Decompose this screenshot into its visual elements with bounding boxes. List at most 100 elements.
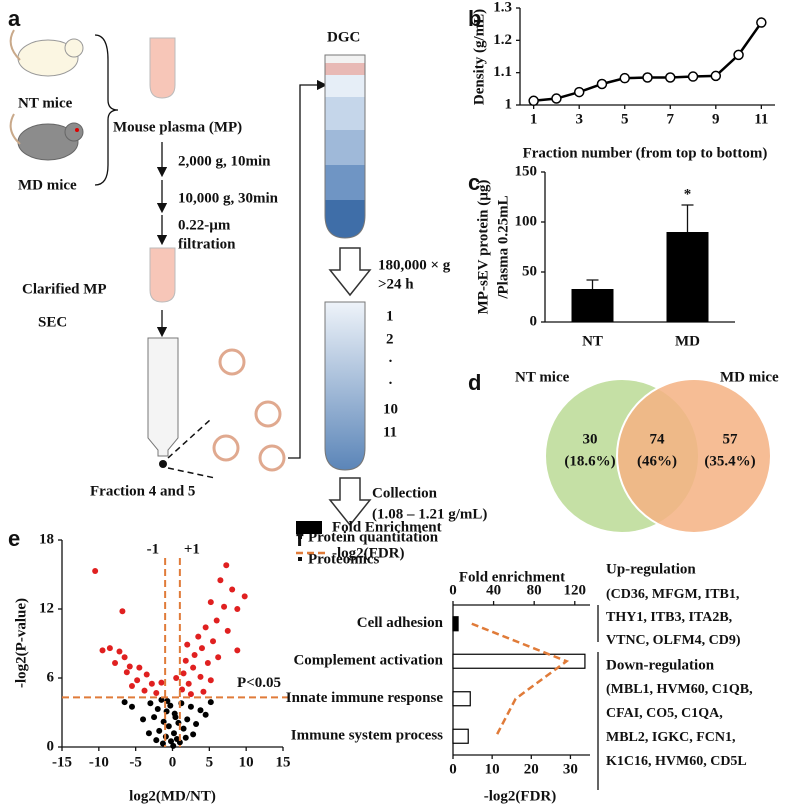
y-tick-label: 150 [515,163,538,179]
y-tick-label: 1.3 [493,0,512,15]
data-point [642,72,653,83]
data-point [106,645,113,652]
step-label: >24 h [378,276,414,292]
bar [452,691,471,707]
data-point [99,647,106,654]
data-point [128,703,135,710]
data-point [733,49,744,61]
data-point [184,716,191,723]
data-point [184,641,191,648]
data-point [158,679,165,686]
x-tick-label: 5 [621,111,629,127]
data-point [200,688,207,695]
threshold-label: P<0.05 [237,675,281,691]
data-point [158,696,165,703]
data-point [665,72,676,83]
data-point [154,706,161,713]
note-title: Down-regulation [606,657,715,673]
step-label: 180,000 × g [378,257,451,273]
hollow-arrow [328,247,372,297]
data-line [533,21,763,103]
x-tick-label: NT [582,333,603,349]
x-tick-label: 80 [527,582,542,598]
data-point [210,638,217,645]
step-label: SEC [38,314,67,330]
data-point [187,691,194,698]
data-point [619,72,630,84]
use-label: Proteomics [308,551,380,567]
data-point [92,568,99,575]
data-point [116,648,123,655]
bar [571,289,614,322]
step-label: DGC [327,29,360,45]
step-label: filtration [178,236,236,252]
panel-label: c [468,170,480,195]
venn-count: 30 [583,431,598,447]
panel-a-text: NT mice MD mice Mouse plasma (MP) 2,000 … [18,29,487,567]
data-point [180,725,187,732]
data-point [596,78,608,90]
x2-axis-label: -log2(FDR) [484,788,556,804]
y-tick-label: 1.1 [493,64,512,80]
md-mouse-tail [9,113,21,145]
step-label: 2,000 g, 10min [178,153,271,169]
data-point [173,675,180,681]
mouse-label: NT mice [18,95,73,111]
x-tick-label: 1 [530,111,538,127]
x-tick-label: MD [675,333,700,349]
data-point [528,95,539,107]
bar [452,728,469,744]
data-point [193,721,200,727]
brace [94,34,119,186]
x-tick-label: 0 [169,754,177,770]
data-point [207,599,214,606]
note-line: (MBL1, HVM60, C1QB, [606,682,753,697]
error-bar [681,204,694,232]
data-point [136,664,143,671]
x-tick-label: 120 [564,582,587,598]
x-tick-label: -15 [52,754,72,770]
y-axis-label: MP-sEV protein (µg) [475,180,491,315]
data-point [128,683,135,690]
data-point [202,711,209,718]
data-point [195,633,202,640]
nt-mouse-tail [9,29,21,61]
x2-tick-label: 10 [485,761,500,777]
venn-percent: (18.6%) [564,453,615,469]
data-point [165,723,172,730]
data-point [756,17,767,28]
step-label: 10,000 g, 30min [178,190,279,206]
x-tick-label: 9 [712,111,720,127]
data-point [198,645,205,652]
data-point [202,624,209,631]
legend-label: Fold Enrichment [332,519,442,535]
data-point [112,660,119,667]
data-point [153,689,160,696]
venn-count: 74 [650,431,666,447]
bar [452,653,586,669]
panel-label: a [8,6,21,31]
data-point [221,603,228,610]
data-point [148,680,155,687]
hollow-arrow [328,477,372,527]
venn-count: 57 [723,431,739,447]
clarified-tube [149,247,176,303]
step-label: Collection [372,485,438,501]
panel-label: f [296,526,304,551]
data-point [185,680,192,687]
venn-circle [616,378,772,534]
x-tick-label: -10 [89,754,109,770]
x2-tick-label: 20 [524,761,539,777]
data-point [223,562,230,569]
x-tick-label: 40 [486,582,501,598]
data-point [224,627,231,634]
tube-label: · [388,353,393,369]
y-tick-label: 0 [47,738,55,754]
data-point [123,669,130,676]
step-label: Mouse plasma (MP) [113,119,242,135]
data-point [170,730,177,737]
panel-label: e [8,526,20,551]
threshold-label: +1 [184,541,200,557]
x-tick-label: 7 [667,111,675,127]
data-point [145,730,152,737]
